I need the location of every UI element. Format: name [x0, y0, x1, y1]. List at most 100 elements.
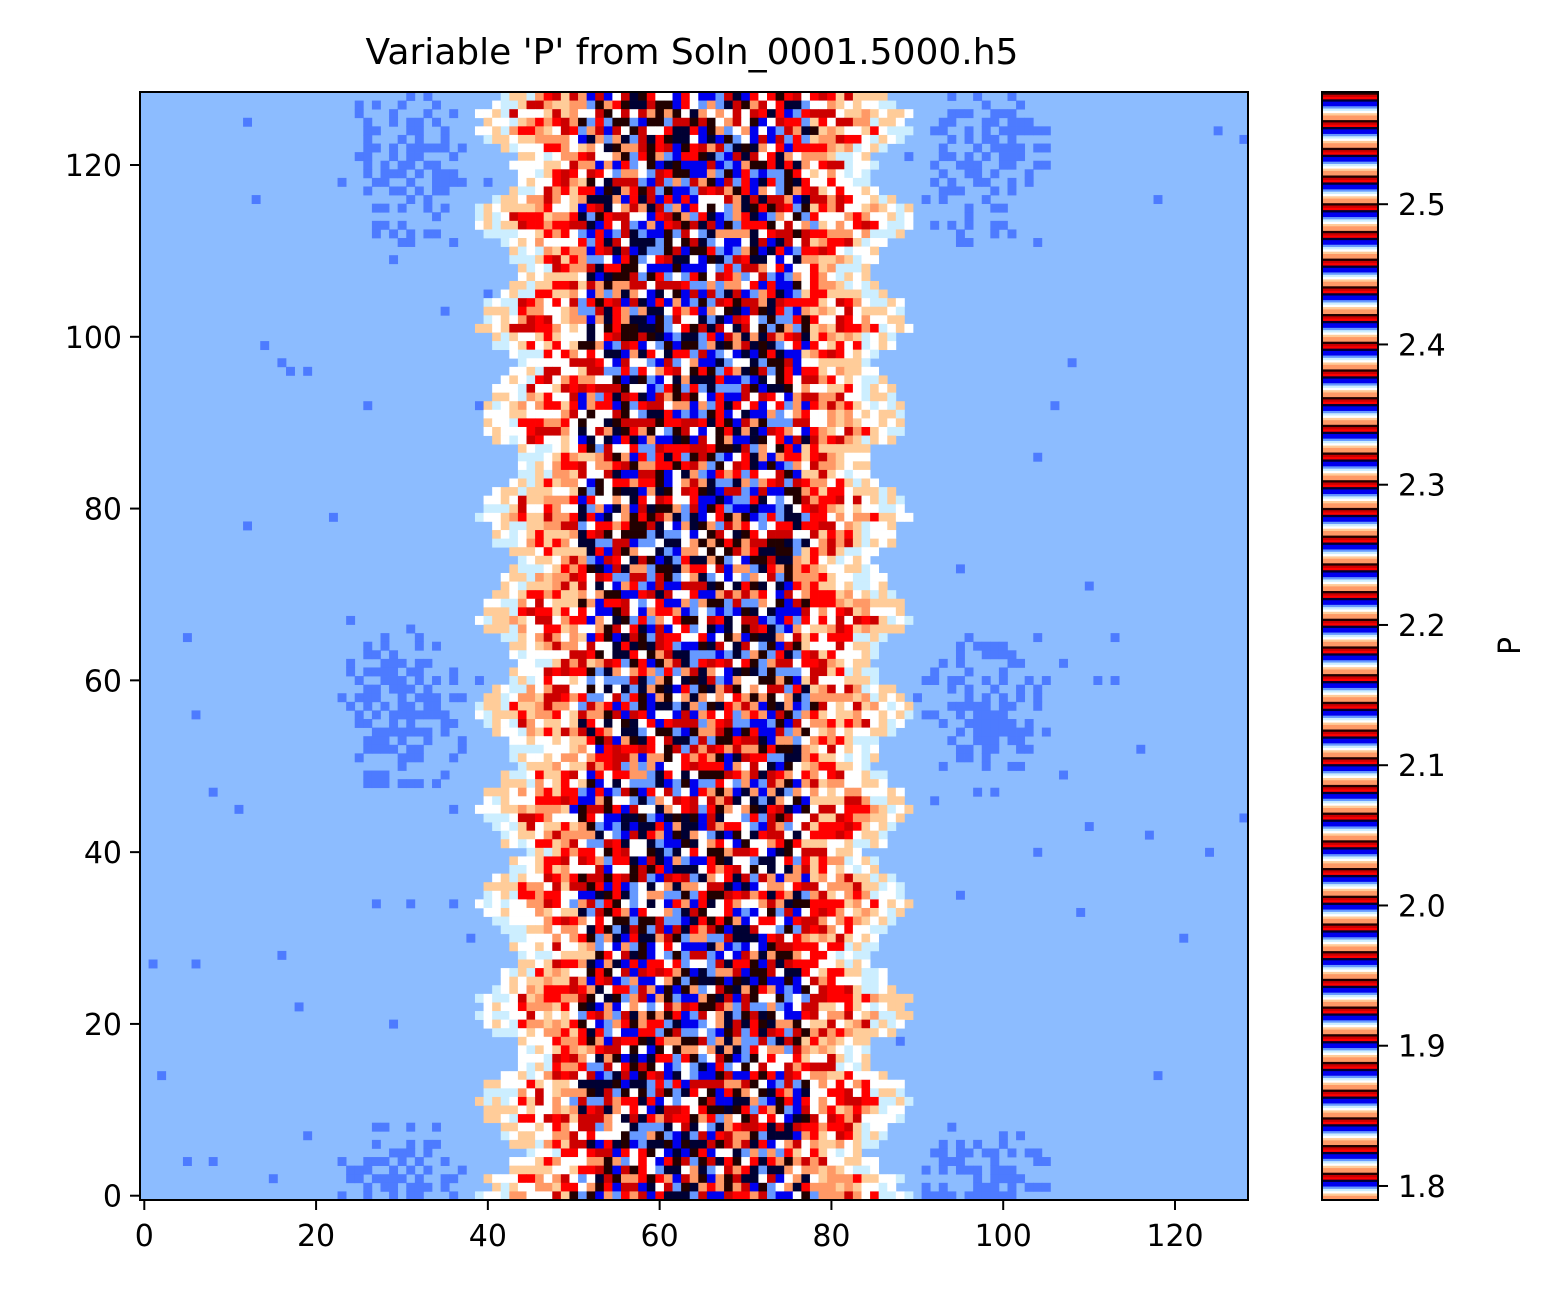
heatmap-cell	[612, 426, 622, 436]
heatmap-cell	[543, 684, 553, 694]
heatmap-cell	[809, 426, 819, 436]
heatmap-cell	[749, 572, 759, 582]
heatmap-cell	[689, 693, 699, 703]
heatmap-cell	[758, 169, 768, 179]
heatmap-cell	[612, 624, 622, 634]
heatmap-cell	[758, 418, 768, 428]
heatmap-cell	[870, 521, 880, 531]
heatmap-cell	[663, 504, 673, 514]
heatmap-cell	[818, 280, 828, 290]
heatmap-cell	[852, 452, 862, 462]
heatmap-cell	[767, 667, 776, 677]
heatmap-cell	[698, 822, 708, 832]
heatmap-cell	[887, 418, 897, 428]
heatmap-cell	[629, 495, 639, 505]
heatmap-cell	[655, 426, 665, 436]
heatmap-cell	[526, 255, 536, 265]
heatmap-cell	[603, 684, 613, 694]
heatmap-cell	[346, 658, 356, 668]
heatmap-cell	[371, 100, 381, 110]
heatmap-cell	[586, 633, 596, 643]
heatmap-cell	[835, 246, 845, 256]
heatmap-cell	[526, 624, 536, 634]
heatmap-cell	[492, 873, 502, 883]
heatmap-cell	[809, 744, 819, 754]
heatmap-cell	[543, 555, 553, 565]
heatmap-cell	[827, 727, 837, 737]
heatmap-cell	[517, 186, 527, 196]
heatmap-cell	[423, 203, 433, 213]
heatmap-cell	[767, 255, 776, 265]
heatmap-cell	[870, 796, 880, 806]
heatmap-cell	[389, 186, 399, 196]
heatmap-cell	[638, 839, 648, 849]
heatmap-cell	[535, 796, 545, 806]
heatmap-cell	[784, 865, 794, 874]
heatmap-cell	[775, 916, 785, 926]
heatmap-cell	[724, 238, 733, 247]
heatmap-cell	[535, 847, 545, 857]
heatmap-cell	[612, 469, 622, 479]
heatmap-cell	[535, 409, 545, 419]
heatmap-cell	[758, 186, 768, 196]
heatmap-cell	[414, 117, 424, 127]
heatmap-cell	[698, 315, 708, 325]
heatmap-cell	[578, 813, 587, 823]
heatmap-cell	[964, 684, 974, 694]
heatmap-cell	[878, 804, 888, 814]
heatmap-cell	[827, 555, 837, 565]
heatmap-cell	[938, 761, 948, 771]
heatmap-cell	[620, 478, 630, 488]
heatmap-cell	[844, 684, 854, 694]
heatmap-cell	[861, 512, 871, 522]
heatmap-cell	[569, 487, 579, 497]
heatmap-cell	[749, 452, 759, 462]
heatmap-cell	[698, 882, 708, 892]
heatmap-cell	[861, 341, 871, 351]
heatmap-cell	[749, 813, 759, 823]
heatmap-cell	[741, 736, 751, 746]
heatmap-cell	[784, 177, 794, 187]
heatmap-cell	[578, 890, 587, 900]
heatmap-cell	[706, 358, 716, 368]
heatmap-cell	[715, 865, 725, 874]
heatmap-cell	[732, 169, 742, 179]
heatmap-cell	[878, 143, 888, 153]
heatmap-cell	[698, 830, 708, 840]
heatmap-cell	[629, 890, 639, 900]
heatmap-cell	[646, 255, 656, 265]
heatmap-cell	[895, 882, 905, 892]
heatmap-cell	[801, 238, 811, 247]
heatmap-cell	[655, 607, 665, 617]
heatmap-cell	[775, 796, 785, 806]
heatmap-cell	[646, 289, 656, 299]
heatmap-cell	[517, 92, 527, 101]
heatmap-cell	[535, 744, 545, 754]
heatmap-cell	[758, 289, 768, 299]
heatmap-cell	[749, 341, 759, 351]
heatmap-cell	[655, 435, 665, 445]
heatmap-cell	[569, 916, 579, 926]
heatmap-cell	[569, 143, 579, 153]
heatmap-cell	[844, 641, 854, 651]
heatmap-cell	[724, 564, 733, 574]
heatmap-cell	[689, 401, 699, 411]
heatmap-cell	[406, 667, 416, 677]
heatmap-cell	[732, 761, 742, 771]
heatmap-cell	[629, 186, 639, 196]
heatmap-cell	[741, 555, 751, 565]
heatmap-cell	[578, 873, 587, 883]
heatmap-cell	[870, 323, 880, 333]
heatmap-cell	[457, 744, 467, 754]
heatmap-cell	[698, 572, 708, 582]
heatmap-cell	[861, 744, 871, 754]
heatmap-cell	[500, 684, 510, 694]
heatmap-cell	[603, 753, 613, 763]
heatmap-cell	[741, 890, 751, 900]
heatmap-cell	[552, 598, 562, 608]
heatmap-cell	[595, 847, 605, 857]
heatmap-cell	[509, 865, 519, 874]
heatmap-cell	[801, 504, 811, 514]
heatmap-cell	[861, 761, 871, 771]
heatmap-cell	[818, 787, 828, 797]
